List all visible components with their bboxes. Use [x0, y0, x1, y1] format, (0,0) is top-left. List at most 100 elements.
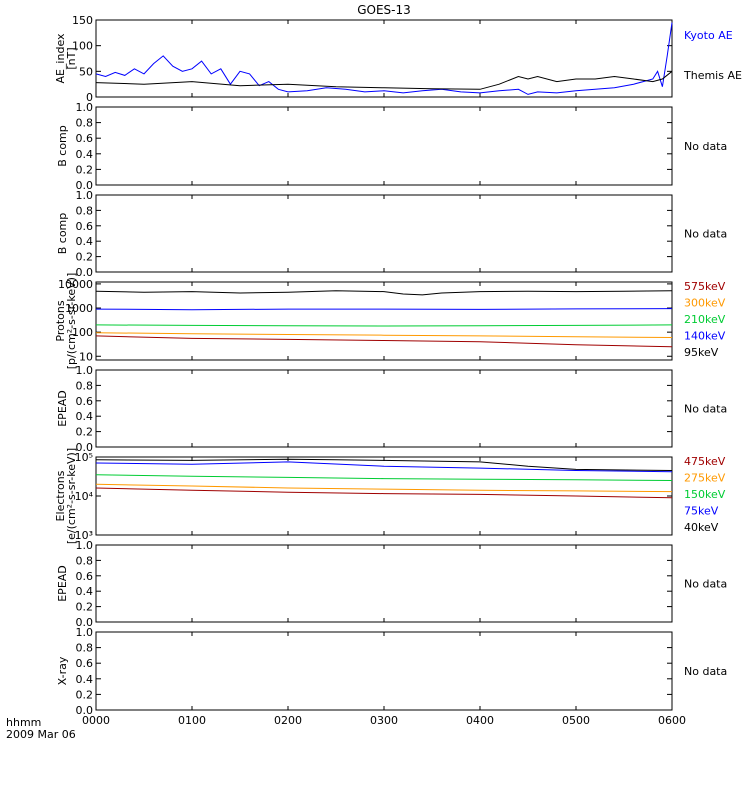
panel-frame — [95, 281, 673, 361]
y-tick-label: 0.8 — [76, 204, 94, 217]
y-tick-label: 0.6 — [76, 657, 94, 670]
y-tick-label: 0.0 — [76, 266, 94, 279]
x-tick-label: 0100 — [178, 714, 206, 727]
panel-epead2: 0.0 0.2 0.4 0.6 0.8 1.0 EPEAD No data — [56, 539, 727, 629]
series-line-95kev — [95, 290, 673, 296]
y-tick-label: 100 — [72, 40, 93, 53]
y-axis-label: B comp — [56, 125, 69, 167]
y-axis-label: B comp — [56, 213, 69, 255]
panel-xray: 0.0 0.2 0.4 0.6 0.8 1.0 X-ray No data — [56, 626, 727, 717]
legend-entry: 150keV — [684, 488, 726, 501]
series-line-40kev — [95, 458, 673, 471]
y-tick-label: 50 — [79, 65, 93, 78]
no-data-label: No data — [684, 578, 727, 591]
x-tick-label: 0500 — [562, 714, 590, 727]
y-tick-label: 1000 — [65, 302, 93, 315]
y-axis-label: [p/(cm²-s-sr-keV)] — [65, 273, 78, 370]
y-tick-label: 0.4 — [76, 410, 94, 423]
panel-frame — [95, 631, 673, 711]
series-line-140kev — [95, 308, 673, 311]
legend-entry: 40keV — [684, 521, 719, 534]
y-tick-label: 0.2 — [76, 163, 94, 176]
y-tick-label: 10⁵ — [75, 451, 93, 464]
y-axis-label: Electrons — [54, 470, 67, 521]
y-tick-label: 0.8 — [76, 117, 94, 130]
no-data-label: No data — [684, 665, 727, 678]
y-tick-label: 150 — [72, 14, 93, 27]
legend-entry: Themis AE — [683, 69, 742, 82]
panel-epead1: 0.0 0.2 0.4 0.6 0.8 1.0 EPEAD No data — [56, 364, 727, 454]
x-tick-label: 0400 — [466, 714, 494, 727]
panel-frame — [95, 194, 673, 273]
time-format-label: hhmm — [6, 716, 41, 729]
panel-frame — [95, 369, 673, 448]
y-tick-label: 0.0 — [76, 616, 94, 629]
y-tick-label: 0.2 — [76, 426, 94, 439]
y-tick-label: 0.2 — [76, 688, 94, 701]
y-tick-label: 0.4 — [76, 148, 94, 161]
legend-entry: 95keV — [684, 346, 719, 359]
x-tick-label: 0200 — [274, 714, 302, 727]
y-tick-label: 0 — [86, 91, 93, 104]
series-line-themis-ae — [95, 70, 673, 90]
y-tick-label: 1.0 — [76, 189, 94, 202]
series-line-300kev — [95, 332, 673, 338]
y-tick-label: 0.6 — [76, 220, 94, 233]
series-line-275kev — [95, 483, 673, 493]
y-axis-label: [nT] — [65, 47, 78, 69]
y-tick-label: 10⁴ — [75, 490, 94, 503]
y-tick-label: 0.6 — [76, 395, 94, 408]
panel-ae: 0 50 100 150 AE_index[nT] Kyoto AE Themis AE — [54, 14, 742, 104]
y-tick-label: 0.0 — [76, 441, 94, 454]
panel-b2: 0.0 0.2 0.4 0.6 0.8 1.0 B comp No data — [56, 189, 727, 279]
y-tick-label: 0.8 — [76, 642, 94, 655]
series-line-575kev — [95, 335, 673, 348]
y-tick-label: 0.2 — [76, 251, 94, 264]
legend-entry: Kyoto AE — [684, 29, 733, 42]
panel-protons: 10 100 1000 10000 Protons[p/(cm²-s-sr-keV)] 5… — [54, 273, 726, 370]
y-tick-label: 0.0 — [76, 179, 94, 192]
y-axis-label: AE_index — [54, 33, 67, 84]
y-tick-label: 0.4 — [76, 585, 94, 598]
no-data-label: No data — [684, 228, 727, 241]
series-line-kyoto-ae — [95, 22, 673, 95]
y-axis-label: [e/(cm²-s-sr-keV)] — [65, 448, 78, 544]
y-tick-label: 0.6 — [76, 570, 94, 583]
series-line-475kev — [95, 487, 673, 499]
series-line-210kev — [95, 324, 673, 327]
plot-title: GOES-13 — [357, 3, 411, 17]
panel-frame — [95, 544, 673, 623]
legend-entry: 75keV — [684, 505, 719, 518]
no-data-label: No data — [684, 140, 727, 153]
panel-frame — [95, 106, 673, 186]
legend-entry: 300keV — [684, 297, 726, 310]
x-tick-label: 0000 — [82, 714, 110, 727]
y-axis-label: X-ray — [56, 656, 69, 685]
y-axis-label: Protons — [54, 300, 67, 341]
legend-entry: 575keV — [684, 280, 726, 293]
date-label: 2009 Mar 06 — [6, 728, 76, 741]
y-axis-label: EPEAD — [56, 390, 69, 427]
y-tick-label: 10³ — [75, 529, 93, 542]
y-tick-label: 10 — [79, 350, 93, 363]
panel-electrons: 10³ 10⁴ 10⁵ Electrons[e/(cm²-s-sr-keV)] 475k… — [54, 448, 726, 544]
y-tick-label: 0.6 — [76, 132, 94, 145]
legend-entry: 275keV — [684, 472, 726, 485]
y-tick-label: 1.0 — [76, 626, 94, 639]
legend-entry: 475keV — [684, 455, 726, 468]
x-tick-label: 0600 — [658, 714, 686, 727]
y-tick-label: 100 — [72, 326, 93, 339]
y-axis-label: EPEAD — [56, 565, 69, 602]
no-data-label: No data — [684, 403, 727, 416]
panel-b1: 0.0 0.2 0.4 0.6 0.8 1.0 B comp No data — [56, 101, 727, 192]
x-tick-label: 0300 — [370, 714, 398, 727]
y-tick-label: 0.4 — [76, 235, 94, 248]
series-line-150kev — [95, 474, 673, 481]
y-tick-label: 1.0 — [76, 101, 94, 114]
series-line-75kev — [95, 461, 673, 473]
legend-entry: 210keV — [684, 313, 726, 326]
y-tick-label: 0.0 — [76, 704, 94, 717]
y-tick-label: 1.0 — [76, 364, 94, 377]
legend-entry: 140keV — [684, 330, 726, 343]
